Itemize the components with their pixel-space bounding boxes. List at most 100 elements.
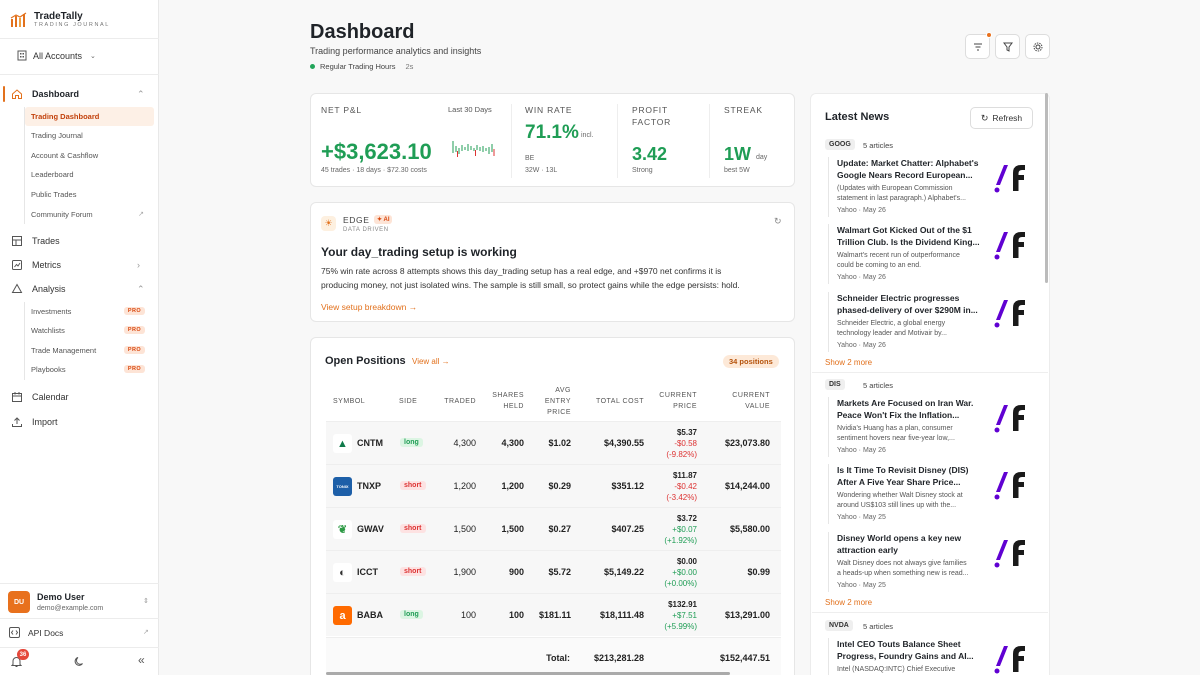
net-pnl-value: +$3,623.10	[321, 139, 432, 164]
yahoo-logo-icon	[994, 540, 1025, 568]
nav-import[interactable]: Import	[0, 415, 159, 429]
notifications-button[interactable]: 36	[10, 649, 29, 669]
market-status-label: Regular Trading Hours	[320, 62, 396, 71]
col-side[interactable]: SIDE	[399, 398, 418, 405]
pro-badge: PRO	[123, 365, 145, 373]
news-description-line1: Nvidia's Huang has a plan, consumer	[837, 425, 953, 432]
table-row[interactable]: ▲ CNTM long 4,300 4,300 $1.02 $4,390.55 $5.37 -$…	[326, 421, 781, 464]
edge-body-line-2: producing money, not just isolated wins.…	[321, 280, 740, 290]
brand-name: TradeTally	[34, 11, 83, 22]
news-ticker-chip[interactable]: DIS	[825, 379, 845, 390]
sort-button[interactable]	[965, 32, 992, 59]
nav-calendar[interactable]: Calendar	[0, 390, 159, 404]
nav-analysis-label: Analysis	[32, 284, 66, 294]
collapse-sidebar-icon[interactable]: «	[138, 653, 145, 667]
traded: 1,900	[453, 567, 476, 577]
symbol-logo-icon: ▲	[333, 434, 352, 453]
news-description-line1: (Updates with European Commission	[837, 185, 953, 192]
symbol[interactable]: CNTM	[357, 438, 383, 448]
symbol[interactable]: GWAV	[357, 524, 384, 534]
sidebar-item-account-cashflow[interactable]: Account & Cashflow	[25, 146, 154, 165]
sidebar-item-trading-journal[interactable]: Trading Journal	[25, 126, 154, 145]
price-change-percent: (+5.99%)	[664, 622, 697, 631]
sidebar-item-community-forum[interactable]: Community Forum ↗	[25, 205, 154, 224]
show-more-link[interactable]: Show 2 more	[825, 598, 873, 607]
symbol[interactable]: TNXP	[357, 481, 382, 491]
api-docs-link[interactable]: API Docs ↗	[0, 622, 159, 644]
news-source: Yahoo · May 26	[837, 447, 886, 454]
sidebar-item-leaderboard[interactable]: Leaderboard	[25, 165, 154, 184]
avg-entry-price: $1.02	[548, 438, 571, 448]
side-badge: short	[400, 481, 426, 490]
price-change: +$0.00	[672, 568, 697, 577]
news-description-line2: around US$103 still lines up with the...	[837, 502, 957, 509]
col-avg-entry-price[interactable]: AVG ENTRY PRICE	[530, 385, 571, 418]
news-description-line2: statement in last paragraph.) Alphabet's…	[837, 195, 966, 202]
total-cost: $5,149.22	[603, 567, 644, 577]
horizontal-scrollbar[interactable]	[326, 672, 730, 675]
account-selector[interactable]: All Accounts ⌄	[17, 50, 96, 61]
news-article[interactable]: Is It Time To Revisit Disney (DIS) After …	[828, 464, 1038, 524]
status-dot-icon	[310, 64, 315, 69]
col-shares-held[interactable]: SHARES HELD	[480, 390, 524, 412]
sidebar-item-investments[interactable]: Investments PRO	[25, 302, 154, 321]
chevron-right-icon: ›	[137, 260, 140, 270]
sidebar-item-playbooks[interactable]: Playbooks PRO	[25, 360, 154, 379]
symbol[interactable]: BABA	[357, 610, 383, 620]
avg-entry-price: $5.72	[548, 567, 571, 577]
news-headline: Disney World opens a key new attraction e…	[837, 532, 987, 556]
col-symbol[interactable]: SYMBOL	[333, 398, 366, 405]
table-row[interactable]: ◐ ICCT short 1,900 900 $5.72 $5,149.22 $0.00 +$0…	[326, 550, 781, 593]
nav-dashboard[interactable]: Dashboard ⌃	[0, 87, 159, 101]
nav-trades[interactable]: Trades	[0, 234, 159, 248]
refresh-icon[interactable]: ↻	[774, 216, 782, 226]
brand[interactable]: TradeTally TRADING JOURNAL	[10, 11, 110, 29]
table-row[interactable]: a BABA long 100 100 $181.11 $18,111.48 $132.91 +…	[326, 593, 781, 636]
moon-icon[interactable]	[74, 656, 85, 667]
news-article[interactable]: Markets Are Focused on Iran War. Peace Wo…	[828, 397, 1038, 457]
sidebar-item-trade-management[interactable]: Trade Management PRO	[25, 341, 154, 360]
col-current-value[interactable]: CURRENT VALUE	[720, 390, 770, 412]
filter-button[interactable]	[995, 34, 1020, 59]
view-all-positions-link[interactable]: View all →	[412, 357, 450, 366]
news-ticker-chip[interactable]: NVDA	[825, 620, 853, 631]
symbol[interactable]: ICCT	[357, 567, 378, 577]
news-article[interactable]: Walmart Got Kicked Out of the $1 Trillion…	[828, 224, 1038, 284]
sidebar-item-trading-dashboard[interactable]: Trading Dashboard	[25, 107, 154, 126]
news-article[interactable]: Disney World opens a key new attraction e…	[828, 532, 1038, 592]
show-more-link[interactable]: Show 2 more	[825, 358, 873, 367]
view-setup-breakdown-link[interactable]: View setup breakdown →	[321, 302, 418, 312]
sidebar-item-watchlists[interactable]: Watchlists PRO	[25, 321, 154, 340]
sidebar-item-label: Investments	[31, 307, 72, 316]
positions-total-row: Total: $213,281.28 $152,447.51	[326, 637, 781, 675]
calendar-icon	[12, 392, 22, 402]
traded: 4,300	[453, 438, 476, 448]
divider	[812, 612, 1048, 613]
news-article[interactable]: Schneider Electric progresses phased-deli…	[828, 292, 1038, 352]
col-avg-line2: ENTRY	[544, 398, 571, 405]
news-refresh-button[interactable]: ↻ Refresh	[970, 107, 1033, 129]
news-ticker-chip[interactable]: GOOG	[825, 139, 855, 150]
sidebar-item-public-trades[interactable]: Public Trades	[25, 185, 154, 204]
shares-held: 100	[508, 610, 524, 620]
col-val-line1: CURRENT	[732, 392, 770, 399]
news-headline: Schneider Electric progresses phased-deli…	[837, 292, 987, 316]
user-menu[interactable]: DU Demo User demo@example.com ⇕	[0, 583, 159, 619]
current-price: $132.91	[668, 600, 697, 609]
news-article[interactable]: Intel CEO Touts Balance Sheet Progress, F…	[828, 638, 1038, 675]
table-row[interactable]: TONIX TNXP short 1,200 1,200 $0.29 $351.12 $11.…	[326, 464, 781, 507]
table-row[interactable]: ❦ GWAV short 1,500 1,500 $0.27 $407.25 $3.72 +$0…	[326, 507, 781, 550]
col-current-price[interactable]: CURRENT PRICE	[650, 390, 697, 412]
refresh-age: 2s	[405, 62, 414, 71]
pnl-sparkline	[452, 141, 495, 157]
symbol-logo-icon: ◐	[333, 563, 352, 582]
news-article[interactable]: Update: Market Chatter: Alphabet's Google…	[828, 157, 1038, 217]
news-scrollbar[interactable]	[1045, 93, 1048, 283]
profit-factor-label-2: FACTOR	[632, 117, 672, 127]
col-traded[interactable]: TRADED	[444, 398, 476, 405]
col-total-cost[interactable]: TOTAL COST	[595, 398, 644, 405]
nav-metrics[interactable]: Metrics ›	[0, 258, 159, 272]
settings-button[interactable]	[1025, 34, 1050, 59]
nav-analysis[interactable]: Analysis ⌃	[0, 282, 159, 296]
